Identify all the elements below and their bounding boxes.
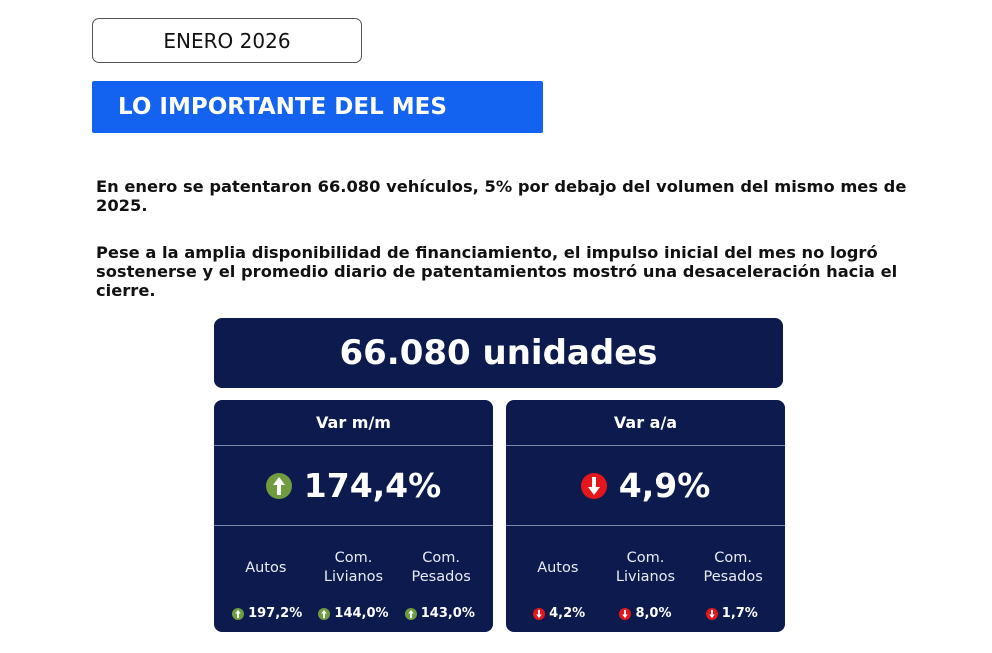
down-icon <box>705 607 718 620</box>
down-icon <box>533 607 546 620</box>
item-label: Autos <box>537 559 579 576</box>
up-icon <box>404 607 417 620</box>
card-main: 4,9% <box>506 446 785 526</box>
total-box: 66.080 unidades <box>214 318 783 388</box>
paragraph: Pese a la amplia disponibilidad de finan… <box>96 243 898 300</box>
item-label: Autos <box>245 559 287 576</box>
down-icon <box>619 607 632 620</box>
card-main: 174,4% <box>214 446 493 526</box>
item-label: Com. Pesados <box>703 550 763 585</box>
period-box: ENERO 2026 <box>92 18 362 63</box>
down-icon <box>580 472 607 499</box>
card-title: Var m/m <box>214 400 493 446</box>
item-value: 8,0% <box>635 606 672 621</box>
card: Var m/m 174,4% Autos Com. Livianos Com. … <box>214 400 493 632</box>
item-value: 143,0% <box>420 606 475 621</box>
up-icon <box>265 472 292 499</box>
card-value: 4,9% <box>618 466 711 505</box>
item-label: Com. Pesados <box>411 550 471 585</box>
card-value: 174,4% <box>303 466 442 505</box>
card: Var a/a 4,9% Autos Com. Livianos Com. Pe… <box>506 400 785 632</box>
item-value: 197,2% <box>248 606 303 621</box>
item-value: 144,0% <box>334 606 389 621</box>
item-label: Com. Livianos <box>615 550 676 585</box>
section-banner: LO IMPORTANTE DEL MES <box>92 81 543 133</box>
up-icon <box>318 607 331 620</box>
item-value: 4,2% <box>549 606 586 621</box>
card-title: Var a/a <box>506 400 785 446</box>
up-icon <box>232 607 245 620</box>
item-value: 1,7% <box>721 606 758 621</box>
paragraph: En enero se patentaron 66.080 vehículos,… <box>96 177 907 215</box>
item-label: Com. Livianos <box>323 550 384 585</box>
